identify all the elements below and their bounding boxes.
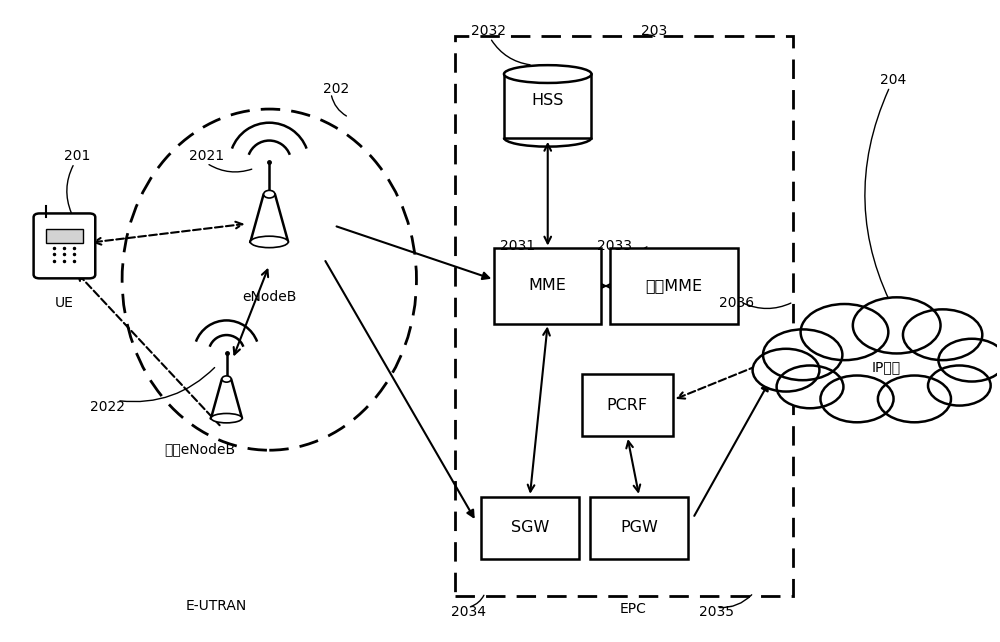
Circle shape	[878, 376, 951, 422]
Bar	[46, 229, 83, 243]
Polygon shape	[211, 379, 242, 418]
Text: PGW: PGW	[620, 521, 658, 535]
Text: SGW: SGW	[511, 521, 549, 535]
Text: eNodeB: eNodeB	[242, 290, 296, 304]
Text: UE: UE	[55, 296, 74, 310]
Text: 204: 204	[880, 73, 906, 87]
Bar	[481, 497, 579, 559]
Circle shape	[777, 365, 843, 408]
Circle shape	[928, 365, 991, 406]
Text: EPC: EPC	[620, 602, 647, 616]
Circle shape	[853, 297, 941, 354]
Ellipse shape	[211, 413, 242, 423]
Text: 202: 202	[323, 82, 349, 96]
Ellipse shape	[264, 191, 275, 198]
Text: 2034: 2034	[451, 605, 486, 620]
Ellipse shape	[250, 236, 288, 248]
Bar	[582, 374, 673, 436]
Text: 2036: 2036	[719, 296, 754, 310]
FancyBboxPatch shape	[34, 213, 95, 279]
Text: IP业务: IP业务	[871, 360, 900, 374]
Text: 2031: 2031	[500, 239, 535, 253]
Text: E-UTRAN: E-UTRAN	[186, 599, 247, 613]
Text: 203: 203	[641, 24, 667, 39]
Circle shape	[801, 304, 888, 360]
Bar	[494, 248, 601, 324]
Circle shape	[938, 339, 1000, 381]
Text: 其它MME: 其它MME	[645, 279, 703, 293]
Ellipse shape	[222, 376, 231, 382]
Text: 2035: 2035	[699, 605, 734, 620]
Text: HSS: HSS	[532, 93, 564, 108]
Ellipse shape	[504, 65, 591, 83]
Text: MME: MME	[529, 279, 567, 293]
Circle shape	[753, 349, 819, 392]
Circle shape	[763, 329, 842, 380]
Text: 2033: 2033	[597, 239, 632, 253]
Text: 2032: 2032	[471, 24, 506, 39]
Bar	[610, 248, 738, 324]
Bar	[455, 36, 793, 596]
Text: 2021: 2021	[189, 148, 224, 162]
Text: 2022: 2022	[90, 400, 125, 414]
Bar	[504, 74, 591, 137]
Text: PCRF: PCRF	[607, 397, 648, 413]
Circle shape	[903, 309, 982, 360]
Polygon shape	[250, 194, 288, 242]
Text: 201: 201	[64, 148, 91, 162]
Text: 其它eNodeB: 其它eNodeB	[164, 442, 235, 456]
Circle shape	[820, 376, 894, 422]
Bar	[590, 497, 688, 559]
